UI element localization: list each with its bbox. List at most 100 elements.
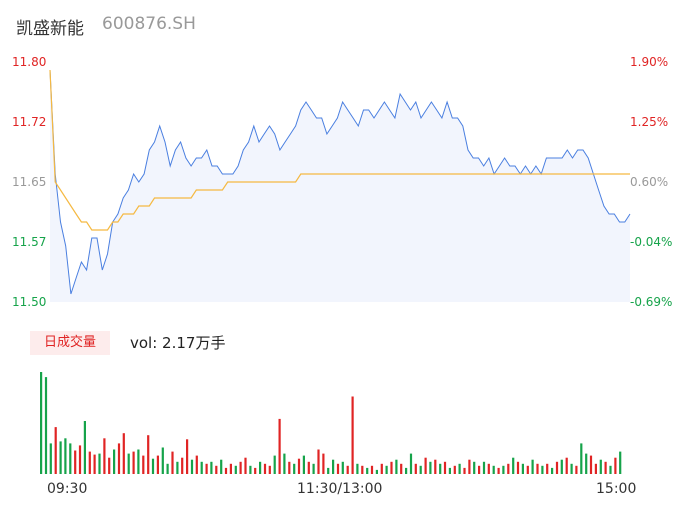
volume-bar [375, 469, 378, 474]
volume-bar [312, 463, 315, 474]
volume-bar [210, 461, 213, 474]
volume-bar [443, 461, 447, 474]
volume-bar [259, 461, 262, 474]
volume-bar [190, 459, 194, 474]
volume-bar [288, 461, 291, 474]
volume-bar [254, 467, 257, 474]
volume-bar [151, 458, 155, 474]
volume-bar [88, 451, 91, 474]
volume-bar [619, 451, 622, 474]
volume-bar [317, 449, 320, 474]
volume-bar [536, 463, 539, 474]
volume-bar [570, 463, 573, 474]
volume-bar [453, 465, 456, 474]
volume-bar [83, 421, 86, 474]
volume-bar [473, 461, 476, 474]
volume-bar [546, 463, 549, 474]
y-tick-right: 0.60% [630, 175, 669, 189]
y-tick-right: -0.69% [630, 295, 673, 309]
stock-name: 凯盛新能 [16, 19, 84, 39]
volume-bar [166, 463, 169, 474]
volume-tag[interactable]: 日成交量 [30, 331, 110, 355]
volume-bar [293, 463, 296, 474]
volume-bar [263, 463, 267, 474]
volume-bar [604, 461, 607, 474]
volume-bar [49, 443, 52, 474]
volume-bar [117, 443, 121, 474]
volume-bar [147, 435, 150, 474]
volume-bar [487, 463, 490, 474]
volume-bar [351, 396, 354, 474]
volume-bar [585, 453, 588, 474]
volume-bar [502, 465, 505, 474]
volume-bar [434, 459, 437, 474]
volume-bar [40, 372, 43, 474]
volume-bar [205, 463, 208, 474]
volume-bar [283, 453, 286, 474]
volume-bar [395, 459, 398, 474]
volume-bar [59, 441, 62, 474]
stock-code: 600876.SH [102, 14, 196, 34]
volume-bar [186, 439, 189, 474]
volume-bar [507, 463, 510, 474]
volume-bar [414, 463, 417, 474]
volume-bar [181, 457, 184, 474]
volume-bar [531, 459, 534, 474]
volume-bar [113, 449, 116, 474]
volume-bar [409, 453, 413, 474]
volume-bar [366, 467, 369, 474]
volume-bar [327, 467, 330, 474]
y-tick-left: 11.57 [12, 235, 47, 249]
x-tick-open: 09:30 [47, 481, 88, 497]
volume-bar [142, 455, 145, 474]
volume-bar [458, 463, 461, 474]
y-tick-left: 11.50 [12, 295, 47, 309]
volume-bar [356, 463, 359, 474]
volume-bar [171, 451, 174, 474]
volume-bar [44, 377, 48, 474]
volume-bar [400, 463, 403, 474]
volume-bar [390, 461, 393, 474]
volume-bar [302, 455, 305, 474]
volume-bar [448, 467, 451, 474]
y-tick-left: 11.65 [12, 175, 47, 189]
volume-bar [215, 465, 218, 474]
volume-bar [521, 463, 524, 474]
volume-bar [137, 449, 140, 474]
volume-bar [370, 465, 374, 474]
volume-bar [361, 465, 364, 474]
volume-bar [614, 457, 617, 474]
volume-bar [307, 461, 310, 474]
volume-bar [156, 455, 159, 474]
volume-bar [468, 459, 471, 474]
volume-bar [234, 465, 237, 474]
volume-bar [297, 458, 301, 474]
volume-bar [249, 465, 252, 474]
volume-bar [322, 453, 325, 474]
volume-bar [220, 459, 223, 474]
volume-bar [580, 443, 583, 474]
volume-bar [555, 461, 559, 474]
volume-bar [429, 461, 432, 474]
volume-bar [176, 461, 179, 474]
volume-bar [108, 457, 111, 474]
volume-bar [78, 445, 82, 474]
volume-bar [93, 454, 96, 474]
volume-bar [463, 467, 466, 474]
volume-bar [98, 453, 101, 474]
volume-bar [526, 465, 529, 474]
volume-bar [161, 447, 164, 474]
volume-bar [74, 450, 77, 474]
volume-bar [439, 463, 442, 474]
volume-bar [492, 465, 495, 474]
volume-bar [346, 465, 349, 474]
volume-bar [589, 455, 593, 474]
volume-bar [405, 467, 408, 474]
volume-bar [273, 455, 276, 474]
volume-bar [127, 453, 130, 474]
volume-bar [482, 461, 486, 474]
volume-bar [575, 465, 578, 474]
volume-bar [380, 463, 383, 474]
volume-bar [268, 465, 271, 474]
